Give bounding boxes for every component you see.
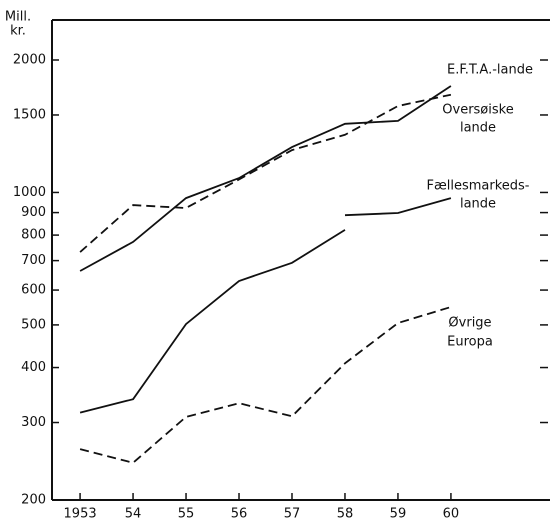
x-tick-label: 55 [178,507,195,522]
series-label: Oversøiske [442,103,513,118]
y-tick-label: 2000 [13,53,46,68]
x-tick-label: 60 [443,507,460,522]
x-tick-label: 1953 [64,507,97,522]
series-line [79,306,452,464]
series-label: Fællesmarkeds- [427,179,530,194]
x-tick-label: 54 [125,507,142,522]
y-tick-label: 1000 [13,185,46,200]
y-axis-label: kr. [10,24,26,39]
y-tick-label: 200 [21,493,46,508]
series-line [79,197,452,414]
x-tick-label: 59 [390,507,407,522]
y-tick-label: 900 [21,205,46,220]
x-tick-label: 56 [231,507,248,522]
y-axis-label: Mill. [5,10,31,25]
y-tick-label: 500 [21,317,46,332]
x-tick-label: 58 [337,507,354,522]
series-label: E.F.T.A.-lande [447,63,533,78]
y-tick-label: 300 [21,415,46,430]
y-tick-label: 1500 [13,107,46,122]
y-tick-label: 400 [21,360,46,375]
series-line [79,85,452,272]
series-label: Øvrige [448,316,491,331]
series-label: Europa [447,335,493,350]
series-line [79,93,452,253]
series-label: lande [460,121,496,136]
series-label: lande [460,197,496,212]
y-tick-label: 700 [21,253,46,268]
x-tick-label: 57 [284,507,301,522]
y-tick-label: 600 [21,283,46,298]
y-tick-label: 800 [21,228,46,243]
